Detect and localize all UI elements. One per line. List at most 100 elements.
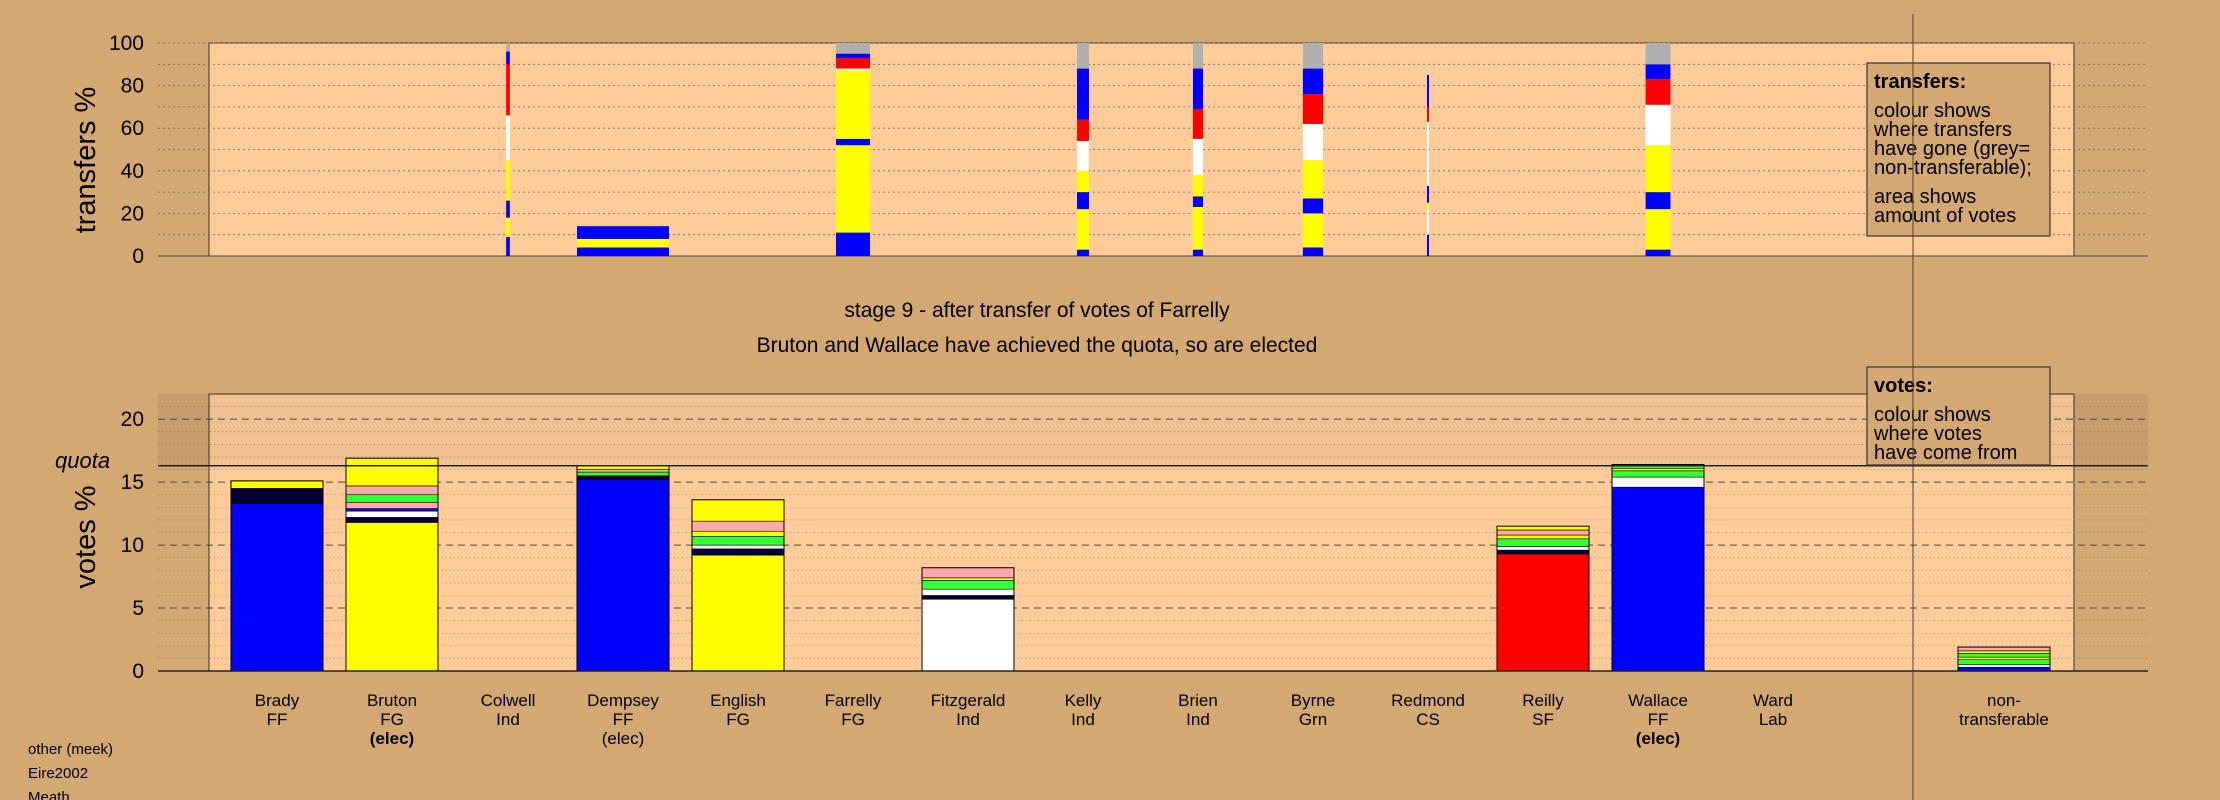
candidate-name: Brien — [1178, 691, 1218, 710]
transfer-segment-kelly — [1077, 43, 1089, 69]
transfer-segment-colwell — [506, 64, 510, 116]
footer-election: Eire2002 — [28, 765, 88, 782]
votes-box-line: where votes — [1873, 423, 1982, 445]
vote-segment-fitzgerald — [921, 595, 1015, 600]
transfer-segment-wallace — [1645, 43, 1671, 65]
vote-segment-english — [691, 499, 785, 522]
transfer-segment-dempsey — [577, 247, 669, 256]
transfer-segment-byrne — [1302, 123, 1324, 161]
transfer-segment-farrelly — [835, 145, 871, 233]
transfer-segment-colwell — [506, 236, 510, 256]
transfers-box-line: amount of votes — [1874, 205, 2016, 227]
candidate-party: FF — [267, 710, 288, 729]
transfer-segment-colwell — [506, 217, 510, 237]
transfers-box-line: area shows — [1874, 186, 1976, 208]
transfer-segment-colwell — [506, 200, 510, 218]
vote-segment-fitzgerald — [921, 598, 1015, 672]
candidate-name: Byrne — [1291, 691, 1335, 710]
transfer-segment-redmond — [1427, 209, 1429, 235]
transfer-segment-brien — [1192, 43, 1204, 69]
transfer-segment-brien — [1192, 207, 1204, 250]
transfers-tick-label: 20 — [121, 202, 144, 225]
transfer-segment-kelly — [1077, 209, 1089, 250]
vote-segment-reilly — [1496, 538, 1590, 547]
candidate-elected-mark: (elec) — [370, 729, 414, 748]
candidate-elected-mark: (elec) — [1636, 729, 1680, 748]
candidate-name: Bruton — [367, 691, 417, 710]
vote-segment-wallace — [1611, 470, 1705, 478]
transfer-segment-dempsey — [577, 238, 669, 248]
transfer-segment-brien — [1192, 109, 1204, 139]
transfer-segment-farrelly — [835, 57, 871, 69]
transfer-segment-brien — [1192, 175, 1204, 197]
vote-segment-brady — [230, 503, 324, 672]
vote-segment-english — [691, 535, 785, 546]
transfers-box-title: transfers: — [1874, 71, 1966, 93]
transfer-segment-wallace — [1645, 64, 1671, 80]
transfer-segment-byrne — [1302, 213, 1324, 248]
transfer-segment-farrelly — [835, 70, 871, 139]
candidate-party: Ind — [496, 710, 520, 729]
transfer-segment-brien — [1192, 196, 1204, 208]
transfer-segment-wallace — [1645, 192, 1671, 210]
vote-segment-bruton — [345, 508, 439, 512]
transfer-segment-wallace — [1645, 79, 1671, 105]
vote-segment-reilly — [1496, 546, 1590, 551]
vote-segment-bruton — [345, 517, 439, 523]
transfer-segment-brien — [1192, 68, 1204, 110]
candidate-name: non- — [1987, 691, 2021, 710]
vote-segment-non — [1957, 664, 2051, 668]
vote-segment-non — [1957, 646, 2051, 652]
quota-label: quota — [55, 448, 110, 473]
candidate-name: Fitzgerald — [931, 691, 1006, 710]
vote-segment-dempsey — [576, 479, 670, 672]
transfer-segment-byrne — [1302, 43, 1324, 69]
votes-tick-label: 0 — [132, 660, 144, 683]
vote-segment-reilly — [1496, 549, 1590, 555]
transfer-segment-wallace — [1645, 209, 1671, 250]
transfers-tick-label: 80 — [121, 75, 144, 98]
transfer-segment-redmond — [1427, 121, 1429, 186]
vote-segment-bruton — [345, 501, 439, 509]
votes-tick-label: 20 — [121, 408, 144, 431]
transfers-tick-label: 100 — [109, 32, 144, 55]
vote-segment-bruton — [345, 485, 439, 496]
vote-segment-wallace — [1611, 476, 1705, 488]
transfer-segment-colwell — [506, 51, 510, 65]
transfer-segment-dempsey — [577, 226, 669, 239]
transfer-segment-redmond — [1427, 234, 1429, 256]
vote-segment-english — [691, 520, 785, 532]
votes-tick-label: 5 — [132, 597, 144, 620]
transfer-segment-kelly — [1077, 68, 1089, 120]
vote-segment-brady — [230, 480, 324, 489]
votes-plot-area — [208, 393, 2075, 672]
transfer-segment-byrne — [1302, 198, 1324, 214]
transfer-segment-kelly — [1077, 249, 1089, 256]
vote-segment-non — [1957, 653, 2051, 658]
vote-segment-dempsey — [576, 471, 670, 477]
transfer-segment-farrelly — [835, 138, 871, 146]
candidate-party: FG — [841, 710, 865, 729]
transfers-box-line: colour shows — [1874, 100, 1991, 122]
transfer-segment-colwell — [506, 115, 510, 161]
votes-box-line: colour shows — [1874, 404, 1991, 426]
vote-segment-non — [1957, 659, 2051, 666]
vote-segment-non — [1957, 650, 2051, 654]
transfer-segment-redmond — [1427, 185, 1429, 203]
transfer-segment-farrelly — [835, 232, 871, 256]
candidate-party: CS — [1416, 710, 1440, 729]
candidate-name: Colwell — [481, 691, 536, 710]
candidate-elected-mark: (elec) — [602, 729, 645, 748]
transfers-tick-label: 0 — [132, 245, 144, 268]
transfer-segment-byrne — [1302, 247, 1324, 256]
candidate-party: transferable — [1959, 710, 2049, 729]
vote-segment-bruton — [345, 494, 439, 503]
quota-shading — [158, 394, 2148, 466]
transfers-box-line: where transfers — [1873, 119, 2012, 141]
candidate-party: FG — [726, 710, 750, 729]
transfers-legend-box: transfers: colour shows where transfers … — [1866, 62, 2051, 237]
candidate-party: Ind — [1186, 710, 1210, 729]
transfer-segment-byrne — [1302, 160, 1324, 199]
candidate-name: Brady — [255, 691, 300, 710]
transfer-segment-colwell — [506, 160, 510, 201]
